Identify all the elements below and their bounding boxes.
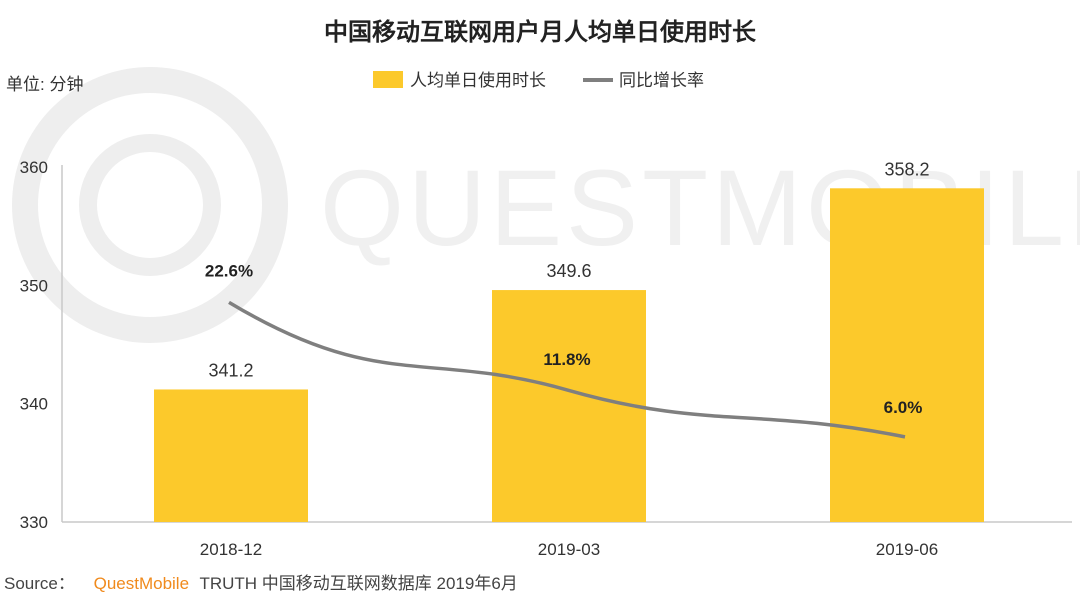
category-labels: 2018-12 2019-03 2019-06 bbox=[200, 540, 938, 559]
legend-bar-swatch bbox=[373, 71, 403, 88]
y-ticks: 330 340 350 360 bbox=[20, 158, 48, 532]
unit-label: 单位: 分钟 bbox=[6, 75, 83, 94]
source-rest: TRUTH 中国移动互联网数据库 2019年6月 bbox=[199, 574, 517, 593]
category-label: 2019-03 bbox=[538, 540, 600, 559]
growth-value-label: 11.8% bbox=[543, 350, 590, 369]
bar-value-label: 349.6 bbox=[546, 261, 591, 281]
bar-value-label: 358.2 bbox=[884, 159, 929, 179]
bar-value-label: 341.2 bbox=[208, 360, 253, 380]
y-tick-label: 360 bbox=[20, 158, 48, 177]
y-tick-label: 340 bbox=[20, 395, 48, 414]
legend: 人均单日使用时长 同比增长率 bbox=[373, 70, 704, 90]
source-prefix: Source： bbox=[4, 574, 75, 593]
source-brand: QuestMobile bbox=[94, 574, 189, 593]
legend-line-label: 同比增长率 bbox=[619, 71, 704, 90]
growth-value-label: 6.0% bbox=[884, 398, 923, 417]
chart-title: 中国移动互联网用户月人均单日使用时长 bbox=[324, 18, 757, 46]
growth-value-labels: 22.6% 11.8% 6.0% bbox=[205, 261, 922, 417]
bar bbox=[154, 389, 308, 522]
bar-value-labels: 341.2 349.6 358.2 bbox=[208, 159, 929, 380]
bar bbox=[830, 188, 984, 523]
bars bbox=[154, 188, 984, 523]
growth-value-label: 22.6% bbox=[205, 261, 253, 280]
y-tick-label: 330 bbox=[20, 513, 48, 532]
legend-bar-label: 人均单日使用时长 bbox=[410, 70, 546, 90]
bar bbox=[492, 290, 646, 522]
category-label: 2019-06 bbox=[876, 540, 938, 559]
growth-line bbox=[228, 300, 906, 439]
category-label: 2018-12 bbox=[200, 540, 262, 559]
y-tick-label: 350 bbox=[20, 276, 48, 295]
source-note: Source： QuestMobile TRUTH 中国移动互联网数据库 201… bbox=[4, 574, 518, 593]
